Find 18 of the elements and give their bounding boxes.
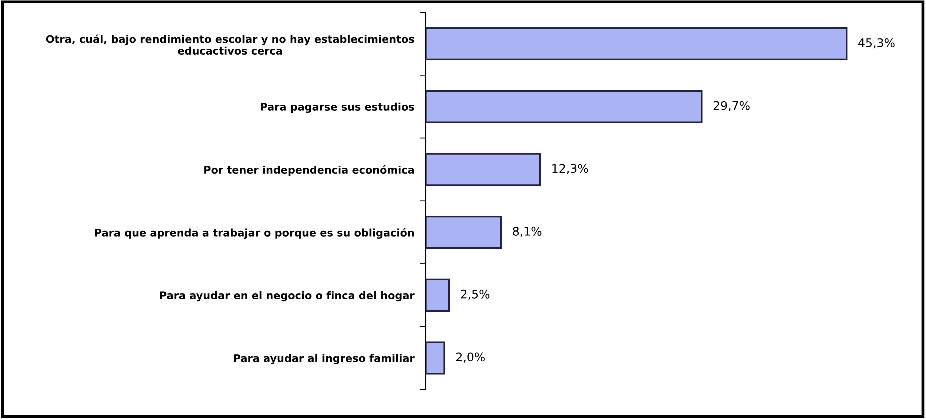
y-tick-label: Para ayudar en el negocio o finca del hogar [160, 291, 415, 302]
data-label: 12,3% [552, 164, 588, 174]
y-tick-label: Para pagarse sus estudios [261, 102, 414, 114]
y-tick-label: Para que aprenda a trabajar o porque es su obligación [95, 228, 414, 239]
bar [426, 90, 703, 124]
bar [426, 153, 542, 186]
y-tick-label: Para ayudar al ingreso familiar [234, 354, 415, 364]
data-label: 2,5% [461, 290, 490, 300]
bar [426, 278, 450, 312]
bar [426, 216, 502, 250]
y-tick-label: Otra, cuál, bajo rendimiento escolar y no hay establecimientos educactivos cerca [46, 34, 414, 55]
data-label: 2,0% [456, 352, 485, 363]
y-tick-label: Por tener independencia económica [204, 166, 414, 176]
data-label: 45,3% [858, 38, 895, 49]
data-label: 8,1% [513, 227, 542, 238]
bar [426, 342, 446, 375]
data-label: 29,7% [714, 101, 750, 112]
bar [426, 27, 848, 61]
